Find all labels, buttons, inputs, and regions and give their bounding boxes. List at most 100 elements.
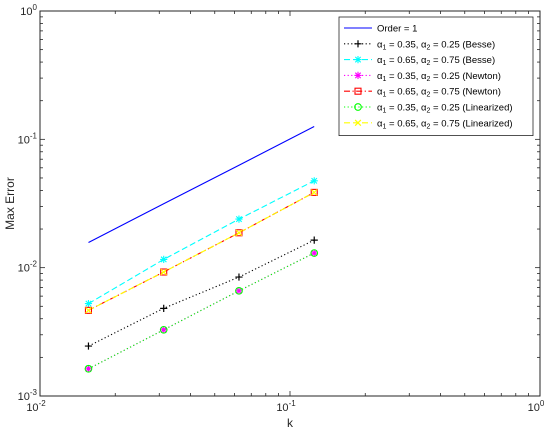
series-1-point — [310, 236, 318, 244]
x-tick-label-exponent: -2 — [39, 399, 47, 408]
legend-label-text: = 0.75 (Linearized) — [430, 118, 512, 129]
legend-label-text: = 0.35, — [386, 39, 421, 50]
x-tick-label-exponent: 0 — [540, 399, 545, 408]
series-1-point — [84, 342, 93, 350]
legend-marker-1 — [354, 40, 362, 48]
series-6-point — [310, 189, 318, 196]
legend-label-text: = 0.65, — [386, 87, 421, 98]
legend-label-text: = 0.75 (Newton) — [430, 87, 501, 98]
series-6-point — [160, 268, 168, 276]
y-tick-label-exponent: -1 — [30, 131, 38, 140]
series-6-point — [85, 307, 92, 314]
curves-layer — [88, 126, 315, 370]
legend-label-4: α1 = 0.65, α2 = 0.75 (Newton) — [377, 87, 501, 99]
series-2-point — [84, 299, 93, 308]
series-1-point — [160, 304, 168, 312]
legend-alpha-symbol: α — [377, 87, 383, 98]
legend-label-1: α1 = 0.35, α2 = 0.25 (Besse) — [377, 39, 495, 51]
series-4-point — [235, 229, 243, 237]
x-tick-label: 100 — [528, 399, 545, 414]
legend-label-5: α1 = 0.35, α2 = 0.25 (Linearized) — [377, 103, 513, 115]
legend-marker-4 — [354, 87, 362, 95]
legend-box — [338, 16, 534, 136]
legend-alpha-subscript: 1 — [383, 108, 387, 115]
legend-alpha-symbol: α — [377, 39, 383, 50]
legend-marker-5 — [354, 103, 362, 111]
legend-alpha-symbol: α — [421, 39, 427, 50]
x-tick-label-base: 10 — [528, 402, 540, 414]
x-tick-label: 10-1 — [276, 399, 296, 414]
legend-alpha-subscript: 1 — [383, 60, 387, 67]
y-tick-label-exponent: -2 — [30, 260, 38, 269]
series-5-point — [310, 249, 319, 257]
series-4-point — [310, 188, 318, 196]
series-3-point — [310, 249, 318, 257]
series-5-point — [84, 364, 93, 373]
y-tick-label-base: 10 — [18, 134, 30, 146]
legend-alpha-subscript: 2 — [427, 123, 431, 130]
series-4-point — [160, 268, 168, 276]
legend-alpha-symbol: α — [421, 55, 427, 66]
legend-alpha-symbol: α — [377, 55, 383, 66]
y-tick-label: 10-2 — [18, 260, 38, 275]
y-tick-label-base: 10 — [20, 6, 32, 18]
legend-marker-6 — [354, 119, 362, 127]
legend-alpha-subscript: 2 — [427, 92, 431, 99]
series-3-point — [84, 365, 93, 373]
series-3-point — [235, 287, 243, 295]
series-line-2 — [88, 180, 315, 305]
y-tick-label-base: 10 — [18, 263, 30, 275]
series-2-point — [235, 215, 243, 223]
y-tick-label: 100 — [20, 3, 37, 18]
series-3-point — [160, 326, 168, 334]
x-tick-label-base: 10 — [26, 402, 38, 414]
series-line-0 — [88, 126, 315, 243]
markers-layer — [84, 177, 319, 373]
ticks-layer — [39, 10, 541, 397]
x-tick-label-base: 10 — [276, 402, 288, 414]
legend-label-text: = 0.65, — [386, 55, 421, 66]
series-5-point — [235, 286, 243, 295]
legend-alpha-subscript: 2 — [427, 108, 431, 115]
x-tick-label-exponent: -1 — [289, 399, 297, 408]
y-tick-label-base: 10 — [18, 391, 30, 403]
legend-alpha-symbol: α — [421, 118, 427, 129]
legend-alpha-subscript: 1 — [383, 92, 387, 99]
legend-alpha-symbol: α — [377, 71, 383, 82]
legend-alpha-symbol: α — [421, 71, 427, 82]
legend-alpha-subscript: 2 — [427, 44, 431, 51]
series-2-point — [160, 255, 168, 263]
legend-alpha-subscript: 1 — [383, 76, 387, 83]
legend-label-text: = 0.25 (Linearized) — [430, 103, 512, 114]
legend-label-0: Order = 1 — [377, 24, 417, 35]
legend-label-text: = 0.25 (Besse) — [430, 39, 495, 50]
y-tick-label: 10-3 — [18, 388, 38, 403]
legend-alpha-subscript: 1 — [383, 44, 387, 51]
legend-alpha-symbol: α — [377, 103, 383, 114]
legend-alpha-subscript: 2 — [427, 76, 431, 83]
y-tick-label: 10-1 — [18, 131, 38, 146]
y-axis-label: Max Error — [3, 177, 17, 230]
legend-alpha-subscript: 1 — [383, 123, 387, 130]
legend: Order = 1α1 = 0.35, α2 = 0.25 (Besse)α1 … — [338, 16, 534, 136]
series-line-6 — [88, 191, 315, 311]
legend-label-text: = 0.25 (Newton) — [430, 71, 501, 82]
legend-label-3: α1 = 0.35, α2 = 0.25 (Newton) — [377, 71, 501, 83]
y-tick-label-exponent: 0 — [33, 3, 38, 12]
legend-marker-3 — [354, 71, 362, 79]
legend-alpha-subscript: 2 — [427, 60, 431, 67]
series-4-point — [84, 306, 93, 314]
y-tick-label-exponent: -3 — [30, 388, 38, 397]
legend-label-text: = 0.35, — [386, 103, 421, 114]
legend-alpha-symbol: α — [421, 87, 427, 98]
legend-label-2: α1 = 0.65, α2 = 0.75 (Besse) — [377, 55, 495, 67]
legend-marker-2 — [354, 56, 362, 64]
x-tick-label: 10-2 — [26, 399, 46, 414]
legend-label-6: α1 = 0.65, α2 = 0.75 (Linearized) — [377, 118, 513, 130]
legend-alpha-symbol: α — [377, 118, 383, 129]
legend-label-text: Order = 1 — [377, 24, 417, 35]
series-2-point — [310, 177, 318, 185]
